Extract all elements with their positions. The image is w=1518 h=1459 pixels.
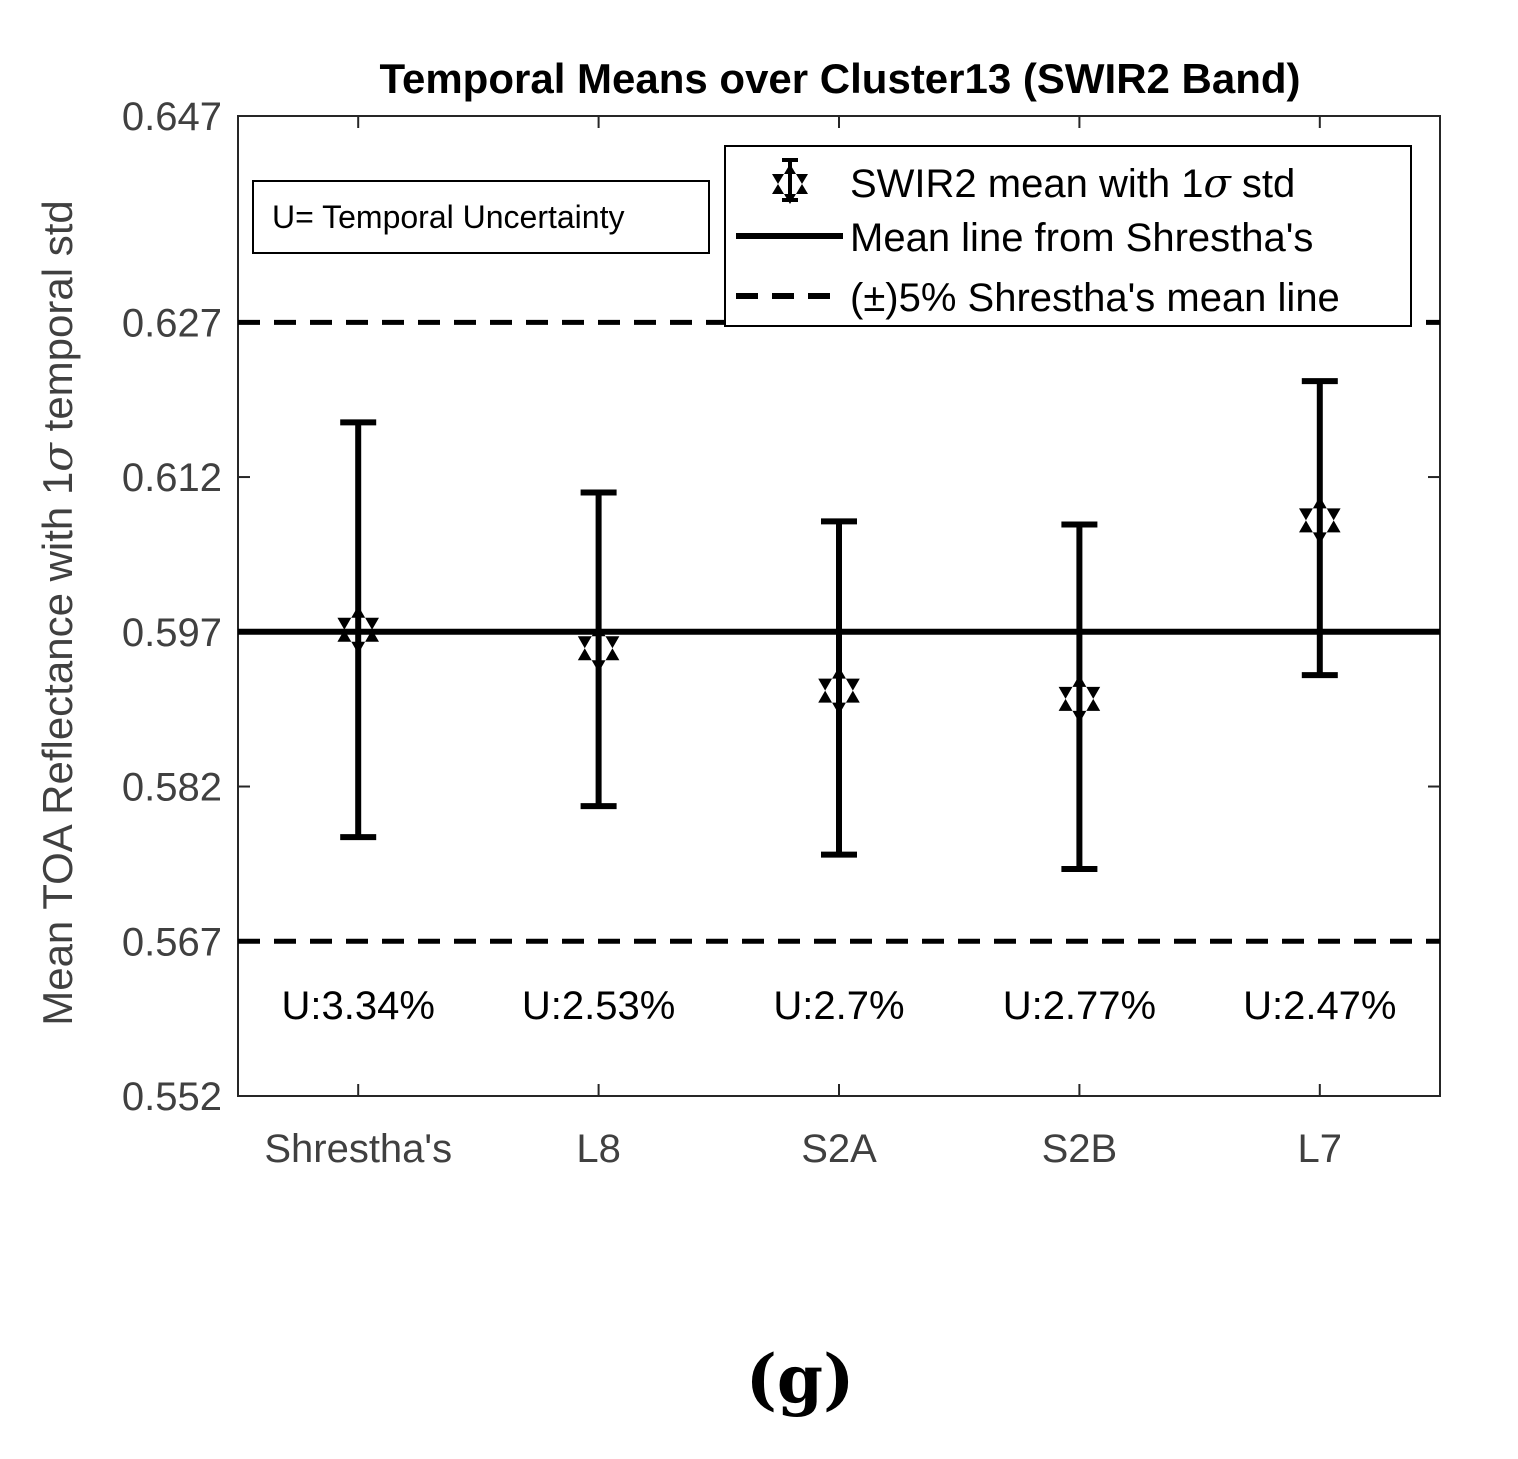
- y-axis-label-main: Mean TOA Reflectance with 1: [34, 472, 81, 1026]
- legend-errorbar-symbol: [772, 158, 808, 204]
- uncertainty-label: U:3.34%: [281, 984, 434, 1028]
- y-axis-label-tail: temporal std: [34, 200, 81, 443]
- mean-marker: [818, 666, 860, 715]
- x-tick-label: L8: [576, 1127, 621, 1171]
- uncertainty-label: U:2.7%: [773, 984, 904, 1028]
- error-bar-l7: [1299, 378, 1341, 679]
- mean-marker: [337, 605, 379, 654]
- panel-label: (g): [746, 1340, 855, 1418]
- mean-marker: [1299, 496, 1341, 545]
- y-tick-label: 0.582: [122, 766, 222, 810]
- legend-entry-mean-std: SWIR2 mean with 1σ std: [850, 161, 1295, 207]
- annotation-box: U= Temporal Uncertainty: [252, 180, 710, 254]
- x-tick-label: L7: [1298, 1127, 1343, 1171]
- y-axis-ticks: 0.552 0.567 0.582 0.597 0.612 0.627 0.647: [122, 95, 1440, 1119]
- y-tick-label: 0.627: [122, 301, 222, 345]
- error-bar-l8: [577, 489, 620, 810]
- x-tick-label: Shrestha's: [264, 1127, 452, 1171]
- error-bar-shrestha-s: [337, 419, 379, 841]
- mean-marker: [1058, 674, 1101, 723]
- uncertainty-label: U:2.77%: [1003, 984, 1156, 1028]
- annotation-box-frame: [252, 180, 710, 254]
- legend-entry-mean-line: Mean line from Shrestha's: [850, 216, 1313, 260]
- uncertainty-label: U:2.53%: [522, 984, 675, 1028]
- y-axis-label: Mean TOA Reflectance with 1σ temporal st…: [33, 200, 82, 1026]
- uncertainty-labels: U:3.34% U:2.53% U:2.7% U:2.77% U:2.47%: [281, 984, 1396, 1028]
- error-bar-series: [337, 378, 1341, 873]
- y-tick-label: 0.612: [122, 456, 222, 500]
- x-tick-label: S2A: [801, 1127, 877, 1171]
- y-tick-label: 0.647: [122, 95, 222, 139]
- x-axis-ticks: Shrestha's L8 S2A S2B L7: [264, 116, 1342, 1171]
- error-bar-s2a: [818, 518, 860, 858]
- uncertainty-label: U:2.47%: [1243, 984, 1396, 1028]
- y-tick-label: 0.597: [122, 611, 222, 655]
- legend-entry-mean-std-main: SWIR2 mean with 1: [850, 162, 1203, 206]
- error-bar-s2b: [1058, 521, 1101, 873]
- legend-entry-5pct-line: (±)5% Shrestha's mean line: [850, 276, 1340, 320]
- x-tick-label: S2B: [1042, 1127, 1118, 1171]
- y-tick-label: 0.552: [122, 1075, 222, 1119]
- y-tick-label: 0.567: [122, 920, 222, 964]
- y-axis-label-sigma: σ: [33, 442, 82, 472]
- annotation-box-text: U= Temporal Uncertainty: [272, 199, 624, 235]
- mean-marker: [577, 624, 620, 673]
- legend-hexagram-marker: [772, 164, 808, 204]
- legend: SWIR2 mean with 1σ std Mean line from Sh…: [724, 145, 1412, 327]
- legend-entry-mean-std-tail: std: [1231, 162, 1295, 206]
- legend-entry-mean-std-sigma: σ: [1203, 161, 1232, 207]
- chart-title: Temporal Means over Cluster13 (SWIR2 Ban…: [379, 55, 1300, 102]
